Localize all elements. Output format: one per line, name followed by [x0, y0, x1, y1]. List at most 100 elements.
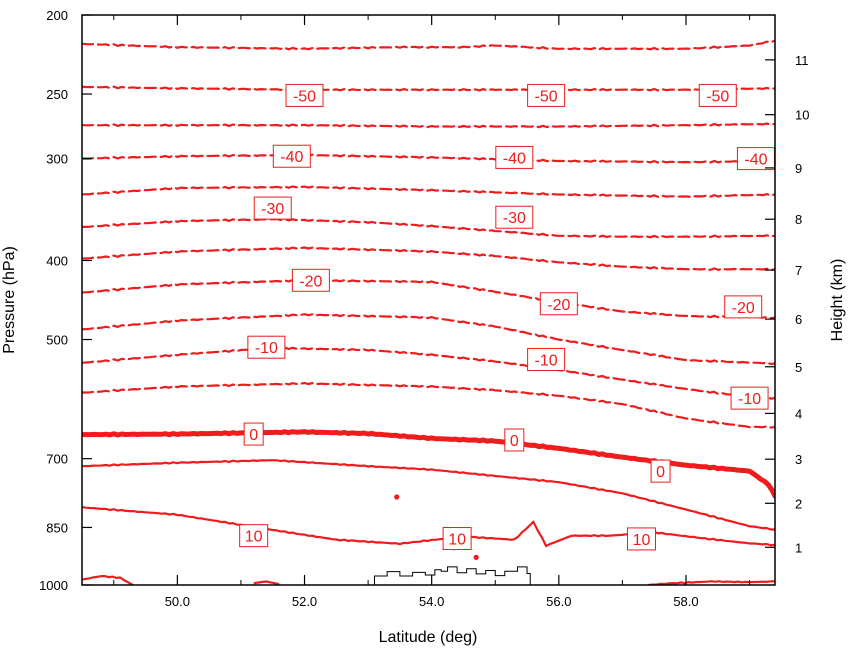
height-tick-label: 3 — [795, 452, 802, 467]
contour-label: -10 — [527, 347, 566, 371]
terrain-line — [368, 566, 531, 585]
contour-line-minus-40 — [82, 153, 775, 164]
pressure-tick-label: 500 — [46, 333, 68, 348]
contour-line-minus-50 — [82, 85, 775, 92]
contour-label-box — [239, 524, 269, 548]
contour-labels: -50 -50 -50 -40 -40 -40 -30 -30 -20 -20 -20 -10 -10 -… — [239, 83, 775, 551]
contour-label-box — [698, 83, 737, 107]
contour-label-box — [527, 83, 566, 107]
contour-label-box — [247, 335, 286, 359]
contour-label-text: -10 — [738, 391, 761, 408]
contour-label-text: -40 — [280, 149, 303, 166]
contour-line-minus-45 — [82, 122, 775, 129]
contour-label-box — [253, 196, 292, 220]
contour-label: 10 — [239, 524, 269, 548]
contour-label-box — [626, 527, 656, 551]
contour-label-box — [539, 292, 578, 316]
height-tick-label: 4 — [795, 406, 802, 421]
x-tick-label: 52.0 — [292, 594, 317, 609]
height-tick-label: 8 — [795, 212, 802, 227]
contour-label-box — [527, 347, 566, 371]
contour-label-text: -30 — [261, 201, 284, 218]
contour-label-box — [272, 144, 311, 168]
contour-label-box — [730, 386, 769, 410]
pressure-tick-label: 400 — [46, 253, 68, 268]
pressure-tick-label: 850 — [46, 520, 68, 535]
pressure-tick-label: 700 — [46, 452, 68, 467]
contour-blob — [473, 554, 479, 560]
terrain-outline — [368, 566, 531, 585]
contour-label-text: 10 — [245, 529, 263, 546]
contour-label-text: -20 — [299, 273, 322, 290]
pressure-tick-label: 1000 — [39, 578, 68, 593]
contour-label: 10 — [626, 527, 656, 551]
contour-label-text: -40 — [503, 150, 526, 167]
y-axis-height: 1 2 3 4 5 6 7 8 9 10 11 — [765, 53, 809, 555]
contour-label-text: 0 — [249, 427, 258, 444]
contour-label-text: -10 — [535, 352, 558, 369]
y-axis-title-left: Pressure (hPa) — [1, 246, 18, 354]
contour-label-text: -20 — [547, 297, 570, 314]
x-tick-label: 56.0 — [546, 594, 571, 609]
contour-line-10 — [82, 506, 775, 548]
contour-label: 0 — [243, 422, 264, 446]
contour-label-box — [291, 268, 330, 292]
height-tick-label: 6 — [795, 312, 802, 327]
contour-label-box — [495, 145, 534, 169]
y-axis-pressure: 200 250 300 400 500 700 850 1000 — [39, 8, 92, 593]
contour-label: -20 — [291, 268, 330, 292]
contour-label-text: -10 — [255, 340, 278, 357]
contour-label-box — [243, 422, 264, 446]
pressure-tick-label: 200 — [46, 8, 68, 23]
contour-label-text: 0 — [510, 433, 519, 450]
height-tick-label: 2 — [795, 496, 802, 511]
height-tick-label: 11 — [795, 53, 809, 68]
contour-label: -20 — [724, 295, 763, 319]
contour-line-minus-15 — [82, 313, 775, 366]
contour-label: 10 — [442, 527, 472, 551]
contour-label: 0 — [650, 459, 671, 483]
contour-label-box — [495, 205, 534, 229]
height-tick-label: 5 — [795, 360, 802, 375]
contour-label-text: 10 — [448, 532, 466, 549]
contour-label-box — [504, 428, 525, 452]
contour-label-text: 10 — [633, 532, 651, 549]
contour-label-text: -30 — [503, 210, 526, 227]
contour-label: -30 — [495, 205, 534, 229]
contour-label-text: -50 — [293, 88, 316, 105]
contour-line-minus-25 — [82, 246, 775, 271]
height-tick-label: 7 — [795, 263, 802, 278]
contour-label: -30 — [253, 196, 292, 220]
contour-label: -10 — [247, 335, 286, 359]
contour-label-text: -20 — [732, 300, 755, 317]
contour-label-text: 0 — [656, 464, 665, 481]
height-tick-label: 1 — [795, 540, 802, 555]
contour-label-text: -50 — [535, 88, 558, 105]
contour-line-minus-30 — [82, 217, 775, 239]
contour-label-box — [442, 527, 472, 551]
contour-label: -50 — [527, 83, 566, 107]
contour-line-0 — [82, 429, 775, 499]
contour-label-text: -40 — [744, 152, 767, 169]
height-tick-label: 10 — [795, 108, 809, 123]
contour-label: -40 — [272, 144, 311, 168]
contour-line-minus-35 — [82, 185, 775, 198]
contour-label-box — [285, 83, 324, 107]
contour-line-minus-10 — [82, 346, 775, 400]
pressure-tick-label: 300 — [46, 152, 68, 167]
contour-label: -50 — [698, 83, 737, 107]
contour-line-5 — [82, 459, 775, 531]
contour-line-minus-55 — [82, 39, 775, 51]
contour-label: -10 — [730, 386, 769, 410]
contour-blob — [394, 494, 400, 500]
contour-line-minus-5 — [82, 382, 775, 429]
contour-fragment — [82, 575, 134, 585]
contour-fragment — [647, 580, 775, 585]
contour-line-minus-20 — [82, 278, 775, 320]
contour-label: -40 — [736, 147, 775, 171]
x-axis: 50.0 52.0 54.0 56.0 58.0 — [113, 15, 751, 609]
contour-label-text: -50 — [706, 88, 729, 105]
plot-frame — [81, 14, 776, 586]
x-axis-title: Latitude (deg) — [379, 629, 478, 646]
